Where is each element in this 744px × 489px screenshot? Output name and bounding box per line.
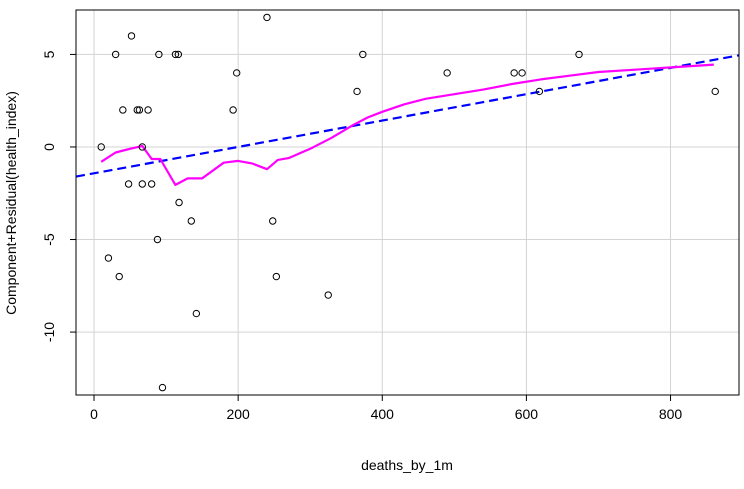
data-point (711, 87, 719, 96)
data-point (174, 50, 183, 59)
data-point (510, 69, 518, 77)
data-point (127, 32, 136, 40)
data-point (153, 235, 162, 244)
grid-lines (76, 10, 739, 395)
data-point (171, 50, 180, 59)
data-point (115, 272, 123, 281)
data-point (133, 106, 141, 114)
x-axis-label: deaths_by_1m (361, 457, 453, 473)
linear-fit-line (75, 54, 740, 178)
x-tick-label: 200 (226, 406, 250, 422)
y-tick-label: -5 (41, 233, 57, 246)
y-tick-label: 0 (41, 143, 57, 151)
smooth-fit-line (100, 63, 714, 186)
data-point (229, 106, 237, 114)
data-point (353, 87, 361, 96)
data-point (263, 13, 271, 22)
data-point (124, 180, 133, 188)
data-point (359, 50, 367, 59)
x-tick-label: 800 (659, 406, 683, 422)
data-point (155, 50, 163, 59)
data-point (138, 143, 147, 151)
data-point (575, 50, 583, 59)
data-point (104, 254, 113, 262)
y-tick-label: 5 (41, 50, 57, 58)
data-point (138, 180, 147, 188)
x-tick-label: 600 (515, 406, 539, 422)
x-axis: 0 200 400 600 800 (90, 395, 682, 422)
y-tick-label: -10 (41, 322, 57, 342)
data-point (158, 383, 167, 392)
data-point (135, 106, 144, 114)
plot-frame (75, 9, 740, 396)
data-point (192, 309, 201, 318)
data-point (111, 50, 120, 59)
x-tick-label: 400 (371, 406, 395, 422)
data-point (269, 217, 277, 225)
data-point (272, 272, 281, 281)
y-axis: -10 -5 0 5 (41, 50, 76, 342)
y-axis-label: Component+Residual(health_index) (3, 91, 19, 315)
data-point (324, 291, 332, 299)
data-point (144, 106, 152, 114)
data-point (187, 217, 196, 225)
data-point (518, 69, 526, 77)
fit-lines (75, 54, 740, 186)
data-point (97, 143, 105, 151)
data-point (233, 69, 241, 77)
data-point (119, 106, 127, 114)
data-point (147, 180, 156, 188)
data-points (97, 13, 719, 392)
data-point (175, 198, 183, 207)
data-point (443, 69, 451, 77)
x-tick-label: 0 (90, 406, 98, 422)
data-point (535, 87, 544, 96)
